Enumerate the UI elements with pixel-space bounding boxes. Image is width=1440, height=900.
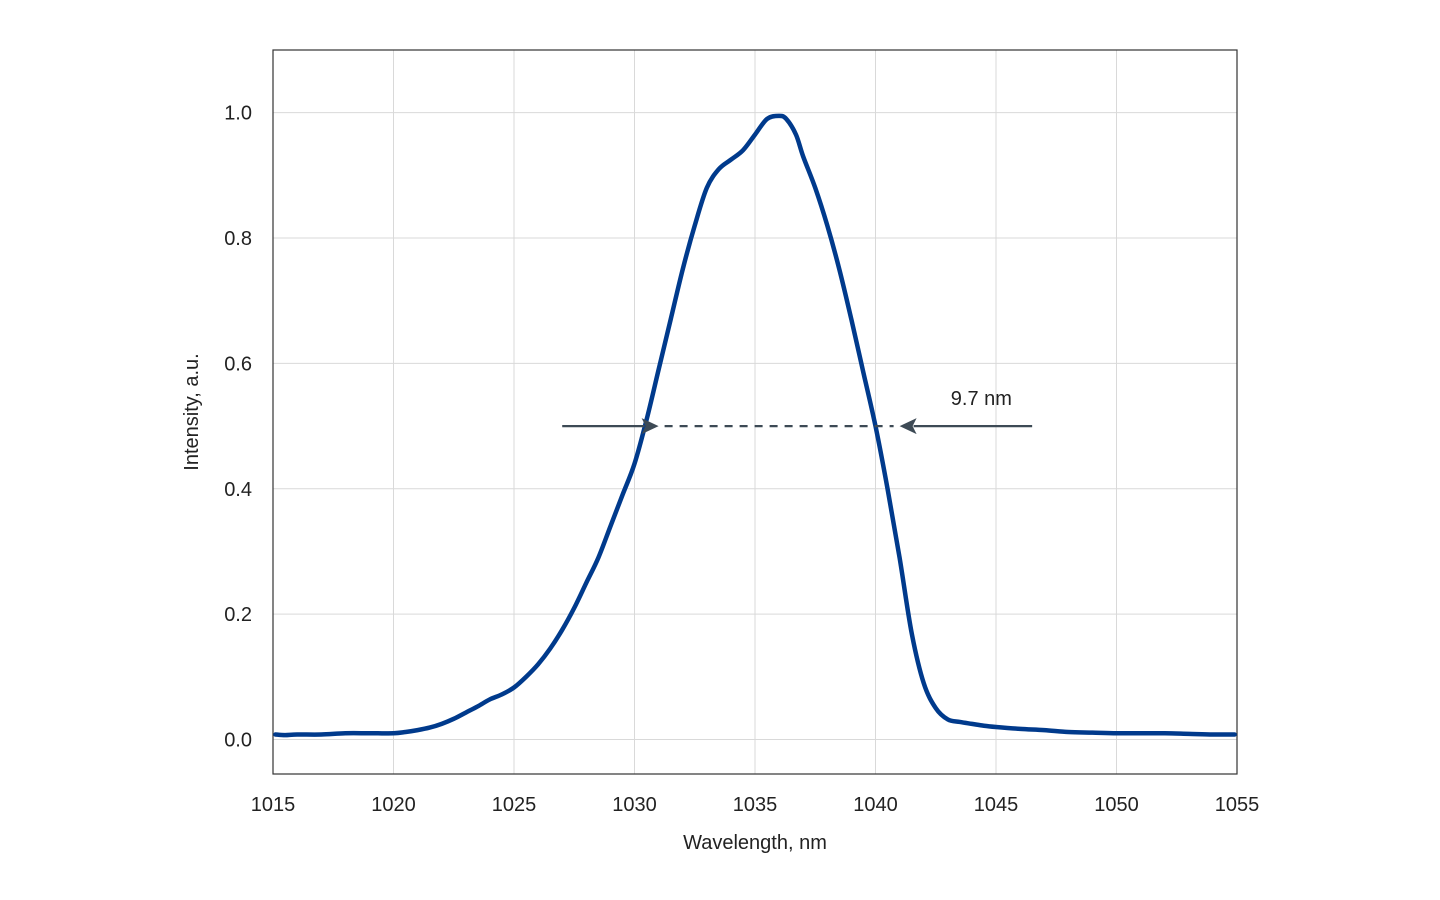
y-axis-ticks: 0.0 0.2 0.4 0.6 0.8 1.0: [224, 103, 252, 752]
y-tick-label: 0.0: [224, 730, 252, 752]
y-tick-label: 0.2: [224, 604, 252, 626]
x-tick-label: 1055: [1215, 794, 1260, 816]
x-tick-label: 1035: [733, 794, 778, 816]
x-tick-label: 1045: [974, 794, 1019, 816]
intensity-curve: [273, 113, 1237, 738]
fwhm-label: 9.7 nm: [951, 388, 1012, 410]
x-tick-label: 1020: [371, 794, 416, 816]
x-axis-label: Wavelength, nm: [683, 832, 827, 854]
grid: [273, 50, 1237, 774]
fwhm-left-arrowhead: [641, 418, 659, 435]
x-tick-label: 1040: [853, 794, 898, 816]
fwhm-annotation: 9.7 nm: [562, 388, 1033, 435]
x-tick-label: 1030: [612, 794, 657, 816]
y-tick-label: 0.4: [224, 479, 252, 501]
x-tick-label: 1015: [251, 794, 296, 816]
x-axis-ticks: 1015 1020 1025 1030 1035 1040 1045 1050 1055: [251, 794, 1260, 816]
y-tick-label: 1.0: [224, 103, 252, 125]
y-tick-label: 0.8: [224, 228, 252, 250]
plot-frame: [272, 49, 1238, 775]
x-tick-label: 1050: [1094, 794, 1139, 816]
x-tick-label: 1025: [492, 794, 537, 816]
y-axis-label: Intensity, a.u.: [181, 353, 203, 470]
y-tick-label: 0.6: [224, 353, 252, 375]
fwhm-right-arrowhead: [899, 418, 917, 435]
